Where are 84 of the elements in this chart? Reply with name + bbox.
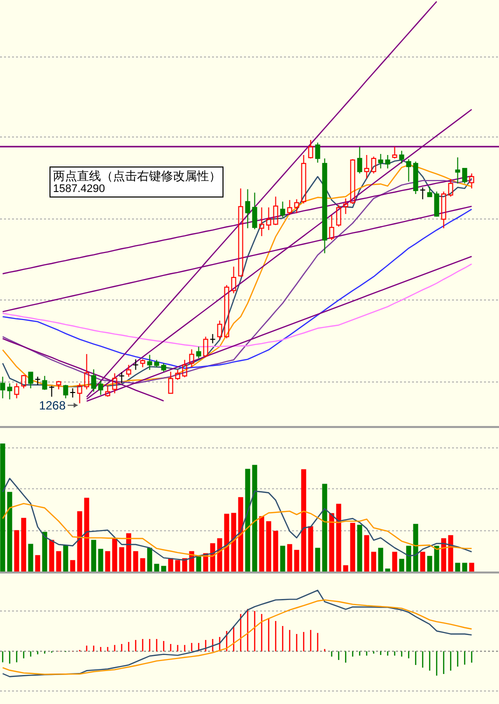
bar bbox=[77, 511, 82, 572]
bar bbox=[329, 513, 334, 572]
bar bbox=[455, 562, 460, 572]
bar bbox=[105, 551, 110, 572]
bar bbox=[147, 548, 152, 572]
candlestick bbox=[132, 358, 139, 370]
bar bbox=[63, 545, 68, 572]
bar bbox=[84, 498, 90, 572]
bar bbox=[35, 555, 40, 572]
bar bbox=[42, 532, 48, 572]
bar bbox=[28, 544, 34, 572]
candlestick bbox=[364, 154, 370, 179]
candlestick bbox=[217, 320, 222, 340]
bar bbox=[119, 547, 124, 572]
bar bbox=[392, 552, 398, 572]
bar bbox=[224, 514, 230, 572]
bar bbox=[21, 518, 26, 572]
bar bbox=[413, 524, 418, 572]
candlestick bbox=[322, 158, 328, 254]
bar bbox=[210, 543, 216, 572]
bar bbox=[371, 552, 376, 572]
bar bbox=[168, 558, 174, 572]
bar bbox=[266, 521, 272, 572]
bar bbox=[280, 546, 286, 572]
bar bbox=[399, 558, 404, 572]
bar bbox=[308, 526, 314, 572]
candlestick bbox=[118, 372, 125, 384]
candlestick bbox=[84, 354, 90, 390]
bar bbox=[441, 538, 446, 572]
candlestick bbox=[34, 376, 41, 386]
candlestick bbox=[259, 206, 264, 237]
bar bbox=[161, 566, 166, 572]
bar bbox=[49, 540, 54, 572]
bar bbox=[0, 444, 6, 572]
candlestick bbox=[245, 188, 250, 229]
bar bbox=[378, 548, 384, 572]
bar bbox=[462, 562, 468, 572]
bar bbox=[98, 548, 104, 572]
bar bbox=[14, 530, 20, 572]
bar bbox=[259, 516, 264, 572]
bar bbox=[343, 565, 348, 572]
bar bbox=[154, 564, 160, 572]
bar bbox=[238, 497, 244, 572]
bar bbox=[112, 538, 118, 572]
bar bbox=[434, 546, 440, 572]
bar bbox=[357, 524, 362, 572]
bar bbox=[364, 535, 370, 572]
bar bbox=[56, 551, 62, 572]
bar bbox=[315, 548, 320, 572]
bar bbox=[231, 512, 236, 572]
bar bbox=[385, 568, 390, 572]
annotation: 1268 bbox=[38, 398, 66, 412]
bar bbox=[217, 538, 222, 572]
candlestick bbox=[0, 376, 6, 399]
bar bbox=[196, 556, 202, 572]
candlestick bbox=[266, 206, 272, 231]
bar bbox=[126, 533, 132, 572]
bar bbox=[294, 550, 300, 572]
candlestick bbox=[455, 156, 460, 184]
bar bbox=[406, 546, 412, 572]
bar bbox=[182, 558, 188, 572]
bar bbox=[336, 504, 342, 572]
bar bbox=[245, 468, 250, 572]
annotation: 两点直线（点击右键修改属性） bbox=[53, 169, 221, 183]
bar bbox=[469, 562, 474, 572]
bar bbox=[420, 552, 426, 572]
bar bbox=[175, 560, 180, 572]
bar bbox=[448, 535, 454, 572]
bar bbox=[427, 556, 432, 572]
candlestick bbox=[48, 386, 55, 398]
candlestick bbox=[378, 153, 384, 169]
bar bbox=[322, 484, 328, 572]
annotation: 1587.4290 bbox=[53, 183, 105, 195]
bar bbox=[91, 540, 96, 572]
bar bbox=[7, 492, 12, 572]
bar bbox=[273, 530, 278, 572]
bar bbox=[70, 560, 76, 572]
candlestick bbox=[343, 198, 348, 214]
bar bbox=[133, 551, 138, 572]
bar bbox=[287, 544, 292, 572]
bar bbox=[140, 558, 146, 572]
bar bbox=[252, 464, 258, 572]
bar bbox=[301, 469, 306, 572]
bar bbox=[350, 522, 356, 572]
